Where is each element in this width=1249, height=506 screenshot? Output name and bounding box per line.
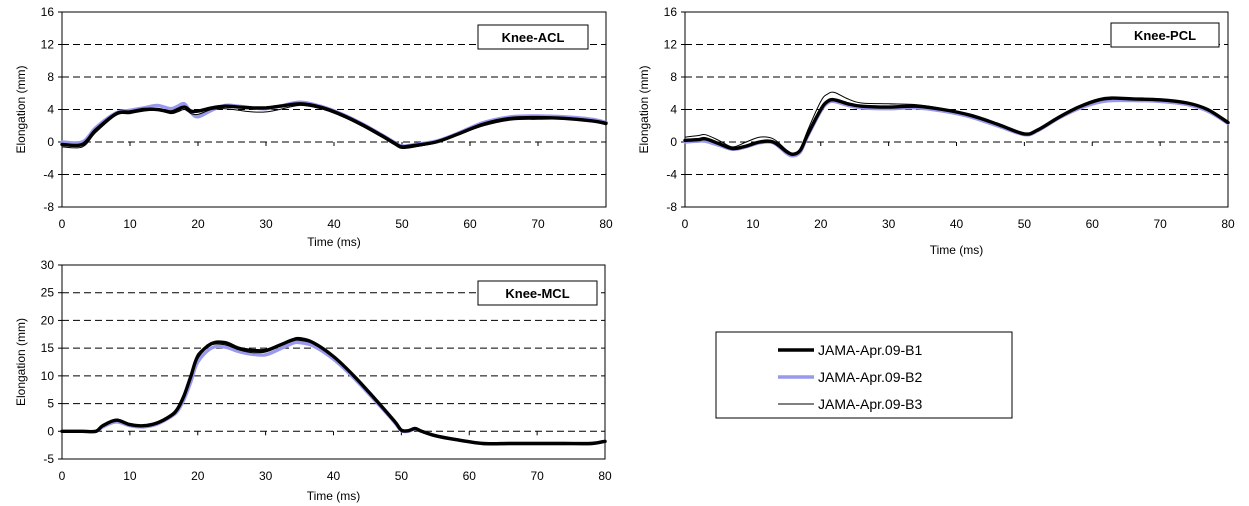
y-tick-label: 0: [670, 135, 677, 149]
x-tick-label: 50: [1018, 217, 1032, 231]
y-tick-label: 30: [41, 258, 55, 272]
x-tick-label: 70: [530, 469, 544, 483]
x-tick-label: 50: [395, 469, 409, 483]
x-tick-label: 80: [1221, 217, 1235, 231]
chart-acl: -8 -4 0 4 8 12 16 0 10 20 30 40 50 60 70 80 Time (ms) Elo…: [14, 5, 613, 249]
y-tick-label: 8: [47, 70, 54, 84]
x-tick-label: 30: [259, 469, 273, 483]
plot-frame: [61, 264, 606, 460]
y-tick-label: -5: [43, 452, 54, 466]
x-tick-label: 10: [123, 217, 137, 231]
x-tick-label: 60: [1086, 217, 1100, 231]
legend-label-b3: JAMA-Apr.09-B3: [818, 396, 922, 412]
y-tick-label: -8: [43, 200, 54, 214]
y-axis-label: Elongation (mm): [14, 318, 28, 406]
chart-pcl: -8 -4 0 4 8 12 16 0 10 20 30 40 50 60 70 80 Time (ms) Elo…: [637, 5, 1235, 257]
chart-title: Knee-PCL: [1134, 28, 1196, 43]
y-tick-label: 10: [41, 369, 55, 383]
series-line-b1: [683, 96, 1230, 156]
x-tick-label: 60: [463, 217, 477, 231]
x-tick-label: 30: [882, 217, 896, 231]
y-tick-label: 16: [41, 5, 55, 19]
x-tick-label: 80: [599, 217, 613, 231]
x-tick-label: 40: [950, 217, 964, 231]
x-tick-label: 70: [531, 217, 545, 231]
chart-title: Knee-ACL: [502, 30, 565, 45]
x-axis-label: Time (ms): [307, 235, 361, 249]
series-line-b3: [684, 91, 1229, 154]
x-tick-label: 10: [746, 217, 760, 231]
x-tick-label: 50: [395, 217, 409, 231]
y-tick-label: 16: [664, 5, 678, 19]
y-tick-label: 4: [47, 103, 54, 117]
x-tick-label: 20: [191, 217, 205, 231]
y-tick-label: 5: [47, 397, 54, 411]
legend-label-b2: JAMA-Apr.09-B2: [818, 369, 922, 385]
chart-title-box: [477, 24, 589, 50]
x-tick-label: 60: [463, 469, 477, 483]
x-axis-label: Time (ms): [307, 489, 361, 503]
legend-box: [715, 331, 1013, 419]
legend-label-b1: JAMA-Apr.09-B1: [818, 342, 922, 358]
series-line-b2: [683, 98, 1230, 158]
x-tick-label: 30: [259, 217, 273, 231]
x-tick-label: 70: [1153, 217, 1167, 231]
x-tick-label: 10: [123, 469, 137, 483]
x-tick-label: 40: [327, 469, 341, 483]
series-line-b1: [60, 102, 608, 149]
x-tick-label: 20: [814, 217, 828, 231]
y-tick-label: 4: [670, 103, 677, 117]
y-tick-label: 0: [47, 424, 54, 438]
chart-title: Knee-MCL: [505, 286, 569, 301]
y-tick-label: -8: [666, 200, 677, 214]
y-tick-label: 15: [41, 341, 55, 355]
chart-mcl: -5 0 5 10 15 20 25 30 0 10 20 30 40 50 60 70 80 Time (ms)…: [14, 258, 612, 503]
y-tick-label: 12: [41, 38, 55, 52]
y-tick-label: 0: [47, 135, 54, 149]
legend: JAMA-Apr.09-B1 JAMA-Apr.09-B2 JAMA-Apr.0…: [715, 331, 1013, 419]
y-tick-label: 8: [670, 70, 677, 84]
y-tick-label: 12: [664, 38, 678, 52]
x-tick-label: 80: [598, 469, 612, 483]
x-tick-label: 20: [191, 469, 205, 483]
series-line-b3: [61, 339, 606, 445]
y-tick-label: 25: [41, 286, 55, 300]
x-tick-label: 0: [59, 469, 66, 483]
y-tick-label: -4: [43, 168, 54, 182]
y-axis-label: Elongation (mm): [637, 65, 651, 153]
chart-title-box: [1110, 22, 1220, 48]
y-axis-label: Elongation (mm): [14, 65, 28, 153]
x-axis-label: Time (ms): [930, 243, 984, 257]
x-tick-label: 40: [327, 217, 341, 231]
chart-title-box: [477, 280, 598, 306]
x-tick-label: 0: [59, 217, 66, 231]
y-tick-label: 20: [41, 313, 55, 327]
series-line-b3: [61, 104, 607, 150]
y-tick-label: -4: [666, 168, 677, 182]
x-tick-label: 0: [682, 217, 689, 231]
